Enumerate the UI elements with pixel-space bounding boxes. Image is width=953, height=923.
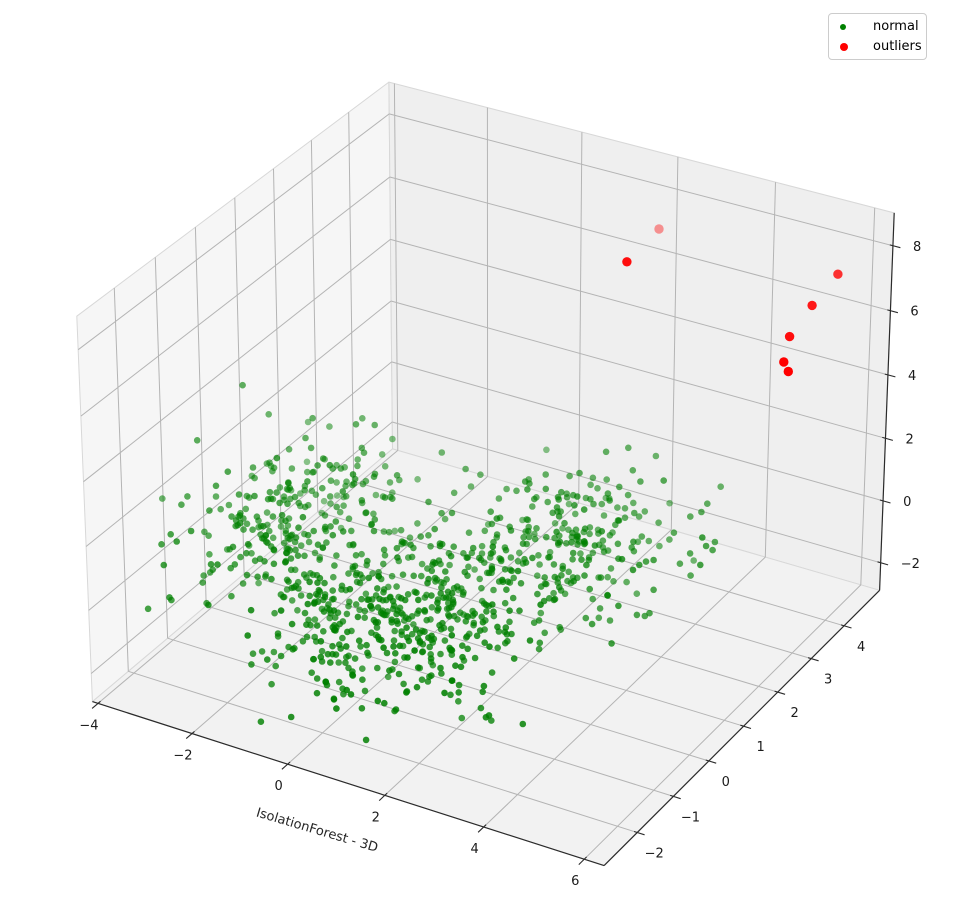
svg-text:8: 8 xyxy=(913,240,921,255)
svg-text:−2: −2 xyxy=(173,749,192,764)
svg-text:4: 4 xyxy=(908,369,916,384)
legend-label-normal: normal xyxy=(873,19,919,34)
svg-text:−4: −4 xyxy=(79,718,98,733)
svg-text:1: 1 xyxy=(756,740,764,755)
svg-text:4: 4 xyxy=(857,640,865,655)
scatter-points xyxy=(144,224,843,744)
svg-text:0: 0 xyxy=(274,779,282,794)
svg-text:0: 0 xyxy=(903,495,911,510)
svg-text:2: 2 xyxy=(791,706,799,721)
legend-label-outliers: outliers xyxy=(873,39,922,54)
legend-item-normal: normal xyxy=(829,18,926,35)
axes-3d: −4 −2 0 2 4 6 −2 −1 0 1 2 3 4 −2 0 2 4 6 8 xyxy=(76,81,921,889)
normal-marker-icon xyxy=(840,23,846,30)
svg-text:6: 6 xyxy=(910,305,918,320)
x-axis-label: IsolationForest - 3D xyxy=(254,806,379,856)
svg-text:−2: −2 xyxy=(901,557,920,572)
svg-text:0: 0 xyxy=(722,775,730,790)
svg-text:3: 3 xyxy=(824,673,832,688)
legend: normal outliers xyxy=(828,13,927,60)
svg-text:4: 4 xyxy=(471,842,479,857)
legend-item-outliers: outliers xyxy=(829,38,926,55)
svg-text:2: 2 xyxy=(906,432,914,447)
outliers-marker-icon xyxy=(840,42,848,51)
svg-text:−2: −2 xyxy=(645,847,664,862)
svg-text:6: 6 xyxy=(571,874,579,889)
svg-text:2: 2 xyxy=(372,810,380,825)
svg-text:−1: −1 xyxy=(681,810,700,825)
